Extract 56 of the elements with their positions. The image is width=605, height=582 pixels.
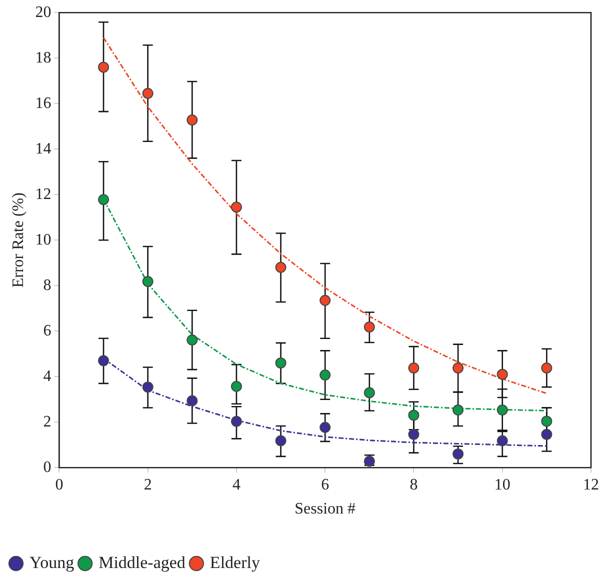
point (142, 88, 154, 99)
x-tick-label: 2 (144, 476, 152, 494)
point (496, 404, 508, 416)
y-axis-title: Error Rate (%) (10, 192, 27, 288)
point (541, 362, 552, 374)
x-tick-label: 12 (583, 476, 599, 494)
point (275, 262, 286, 273)
point (142, 276, 154, 288)
y-tick-label: 20 (35, 4, 52, 21)
point (541, 416, 552, 427)
point (408, 410, 420, 421)
point (408, 362, 420, 374)
point (98, 355, 110, 366)
y-tick-label: 18 (35, 49, 52, 66)
point (496, 435, 508, 446)
y-tick-label: 2 (43, 413, 52, 430)
x-tick-label: 4 (232, 476, 240, 494)
point (230, 380, 242, 392)
legend-label: Elderly (210, 552, 260, 572)
y-tick-label: 16 (35, 94, 52, 112)
point (98, 62, 110, 73)
x-axis-title: Session # (294, 500, 356, 518)
point (230, 202, 242, 213)
line-series (102, 36, 548, 394)
legend-label: Middle-aged (98, 552, 186, 572)
y-tick-label: 10 (35, 231, 52, 248)
point (186, 395, 198, 406)
x-tick-label: 8 (410, 476, 418, 494)
point (320, 370, 331, 381)
point (496, 368, 508, 380)
point (275, 435, 286, 446)
point (452, 448, 464, 460)
y-tick-label: 0 (43, 458, 52, 476)
point (364, 322, 375, 333)
x-tick-label: 0 (55, 476, 64, 494)
legend-label: Young (30, 552, 75, 572)
y-tick-label: 4 (43, 368, 52, 385)
point (541, 428, 552, 440)
x-tick-label: 10 (494, 476, 510, 494)
point (186, 334, 198, 346)
point (320, 294, 331, 306)
point (275, 357, 286, 368)
x-tick-label: 6 (321, 476, 330, 494)
y-tick-label: 8 (43, 276, 52, 294)
point (142, 382, 154, 393)
point (452, 404, 464, 416)
point (98, 194, 110, 206)
point (408, 428, 420, 440)
point (186, 114, 198, 126)
point (320, 422, 331, 433)
y-tick-label: 14 (35, 140, 52, 158)
point (452, 362, 464, 374)
y-tick-label: 12 (35, 186, 52, 203)
point (230, 416, 242, 427)
point (364, 387, 375, 398)
y-tick-label: 6 (43, 322, 52, 340)
